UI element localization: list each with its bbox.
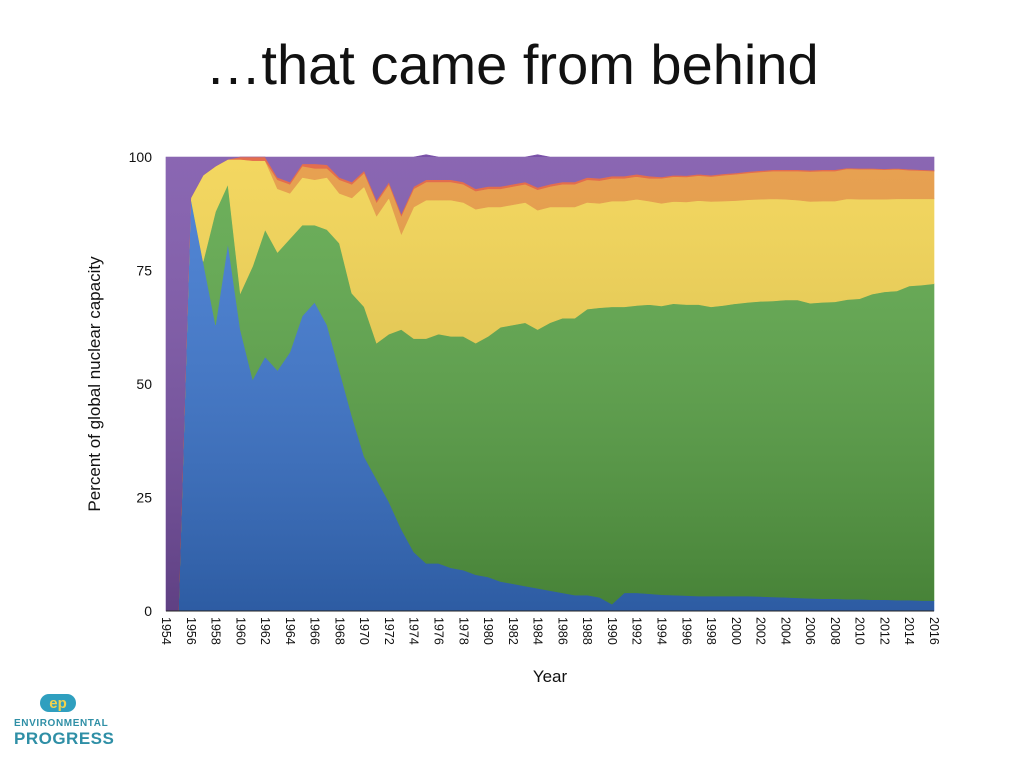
x-tick-label: 2016 (927, 617, 941, 645)
x-tick-label: 2000 (729, 617, 743, 645)
y-tick-label: 25 (136, 490, 152, 506)
y-tick-label: 100 (129, 149, 153, 165)
x-tick-label: 1990 (605, 617, 619, 645)
y-tick-labels: 0 25 50 75 100 (129, 149, 153, 619)
x-tick-label: 1998 (704, 617, 718, 645)
x-tick-label: 2012 (877, 617, 891, 645)
x-tick-label: 1968 (332, 617, 346, 645)
series-areas (165, 154, 935, 612)
y-tick-label: 50 (136, 376, 152, 392)
x-axis-title: Year (533, 667, 568, 686)
x-tick-label: 1972 (382, 617, 396, 645)
y-tick-label: 75 (136, 263, 152, 279)
y-axis-title: Percent of global nuclear capacity (85, 256, 104, 512)
x-tick-label: 2014 (902, 617, 916, 645)
x-tick-label: 1984 (531, 617, 545, 645)
x-tick-label: 2008 (828, 617, 842, 645)
environmental-progress-logo: ep ENVIRONMENTAL PROGRESS (14, 694, 115, 752)
x-tick-label: 1992 (630, 617, 644, 645)
x-tick-label: 1958 (209, 617, 223, 645)
x-tick-label: 1966 (308, 617, 322, 645)
logo-line-1: ENVIRONMENTAL (14, 718, 109, 729)
x-tick-labels: 1954 1956 1958 1960 1962 1964 1966 1968 1970 1972… (159, 617, 941, 645)
ep-logo-icon: ep (40, 694, 76, 712)
y-tick-label: 0 (144, 603, 152, 619)
x-tick-label: 1978 (456, 617, 470, 645)
x-tick-label: 1970 (357, 617, 371, 645)
logo-mark-text: ep (49, 695, 67, 712)
slide-title: …that came from behind (205, 33, 819, 96)
x-tick-label: 1956 (184, 617, 198, 645)
x-tick-label: 1994 (654, 617, 668, 645)
x-tick-label: 1996 (679, 617, 693, 645)
x-tick-label: 1964 (283, 617, 297, 645)
x-tick-label: 1988 (580, 617, 594, 645)
logo-line-2: PROGRESS (14, 729, 115, 748)
x-tick-label: 1954 (159, 617, 173, 645)
x-tick-label: 1974 (407, 617, 421, 645)
x-tick-label: 1986 (555, 617, 569, 645)
x-tick-label: 2002 (754, 617, 768, 645)
x-tick-label: 1980 (481, 617, 495, 645)
x-tick-label: 2010 (853, 617, 867, 645)
x-tick-label: 1960 (233, 617, 247, 645)
x-tick-label: 1982 (506, 617, 520, 645)
x-tick-label: 1976 (432, 617, 446, 645)
x-tick-label: 1962 (258, 617, 272, 645)
x-tick-label: 2004 (778, 617, 792, 645)
x-tick-label: 2006 (803, 617, 817, 645)
